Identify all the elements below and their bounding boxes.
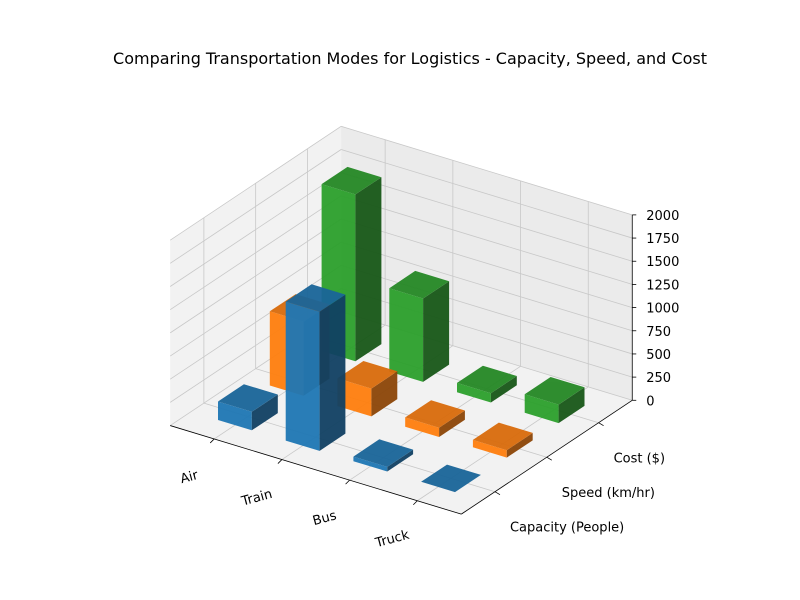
bar-front-face bbox=[337, 378, 372, 417]
bars bbox=[218, 166, 585, 493]
y-tick-label: Capacity (People) bbox=[510, 521, 624, 536]
bar-side-face bbox=[423, 281, 450, 382]
bar-train-2 bbox=[389, 270, 450, 382]
z-grid-line bbox=[341, 172, 633, 262]
bar-front-face bbox=[457, 382, 491, 403]
bar-top-face bbox=[353, 439, 414, 467]
bar-top-face bbox=[337, 361, 398, 389]
bar-top-face bbox=[218, 384, 278, 412]
bar-top-face bbox=[472, 422, 533, 451]
bar-bus-2 bbox=[457, 365, 517, 403]
bar-front-face bbox=[285, 301, 320, 451]
z-grid-line bbox=[341, 195, 633, 285]
x-tick-label: Truck bbox=[373, 528, 411, 552]
bar-front-face bbox=[472, 439, 507, 458]
axis-labels: Air Train Bus Truck Capacity (People) Speed (… bbox=[170, 209, 679, 551]
y-tick-label: Cost ($) bbox=[614, 452, 665, 467]
z-tick-label: 1250 bbox=[646, 278, 679, 293]
bar-front-face bbox=[218, 401, 252, 431]
z-tick-label: 1000 bbox=[646, 302, 679, 317]
bar-bus-0 bbox=[353, 439, 414, 472]
z-tick-label: 1500 bbox=[646, 255, 679, 270]
z-tick-label: 1750 bbox=[646, 232, 679, 247]
z-tick-label: 2000 bbox=[646, 209, 679, 224]
z-grid-line bbox=[341, 241, 633, 332]
z-grid-line bbox=[341, 125, 633, 216]
bar-front-face bbox=[405, 417, 440, 437]
bar-top-face bbox=[321, 166, 382, 195]
bar-side-face bbox=[251, 394, 278, 431]
x-tick-label: Train bbox=[239, 487, 274, 510]
x-tick-label: Air bbox=[179, 468, 201, 487]
y-tick-label: Speed (km/hr) bbox=[562, 486, 655, 501]
x-tick-mark bbox=[209, 438, 215, 444]
x-axis-line bbox=[170, 425, 462, 515]
bar-truck-0 bbox=[421, 464, 481, 493]
bar-front-face bbox=[524, 394, 559, 424]
z-grid-line bbox=[341, 149, 633, 239]
bar-top-face bbox=[421, 464, 481, 493]
bar-top-face bbox=[457, 365, 517, 394]
z-tick-label: 500 bbox=[646, 348, 671, 363]
bar-train-0 bbox=[285, 284, 346, 451]
bar-side-face bbox=[371, 371, 398, 417]
y-tick-mark bbox=[546, 456, 552, 461]
bar-side-face bbox=[439, 410, 465, 437]
chart-title: Comparing Transportation Modes for Logis… bbox=[113, 49, 707, 68]
bar-air-0 bbox=[218, 384, 278, 431]
bar-top-face bbox=[524, 377, 585, 405]
x-tick-mark bbox=[277, 459, 283, 464]
bar-side-face bbox=[319, 294, 346, 451]
bar-top-face bbox=[285, 284, 346, 312]
bar-train-1 bbox=[337, 361, 398, 417]
x-tick-label: Bus bbox=[311, 508, 338, 529]
x-tick-mark bbox=[413, 500, 418, 506]
x-tick-mark bbox=[345, 479, 350, 485]
z-tick-label: 250 bbox=[646, 371, 671, 386]
bar-truck-1 bbox=[472, 422, 533, 458]
y-tick-mark bbox=[598, 422, 604, 427]
bar-top-face bbox=[405, 400, 465, 428]
bar-front-face bbox=[353, 456, 388, 472]
bar-side-face bbox=[558, 387, 585, 424]
bar-front-face bbox=[389, 288, 424, 382]
bar-side-face bbox=[506, 432, 533, 458]
bar-top-face bbox=[389, 270, 450, 299]
bar-side-face bbox=[387, 449, 414, 472]
bar-side-face bbox=[355, 177, 382, 362]
bar-truck-2 bbox=[524, 377, 585, 424]
y-tick-mark bbox=[494, 491, 501, 496]
z-tick-label: 0 bbox=[646, 394, 654, 409]
z-grid-line bbox=[341, 264, 633, 355]
z-grid-line bbox=[341, 218, 633, 308]
z-tick-label: 750 bbox=[646, 325, 671, 340]
bar-bus-1 bbox=[405, 400, 465, 437]
bar-side-face bbox=[490, 376, 517, 403]
